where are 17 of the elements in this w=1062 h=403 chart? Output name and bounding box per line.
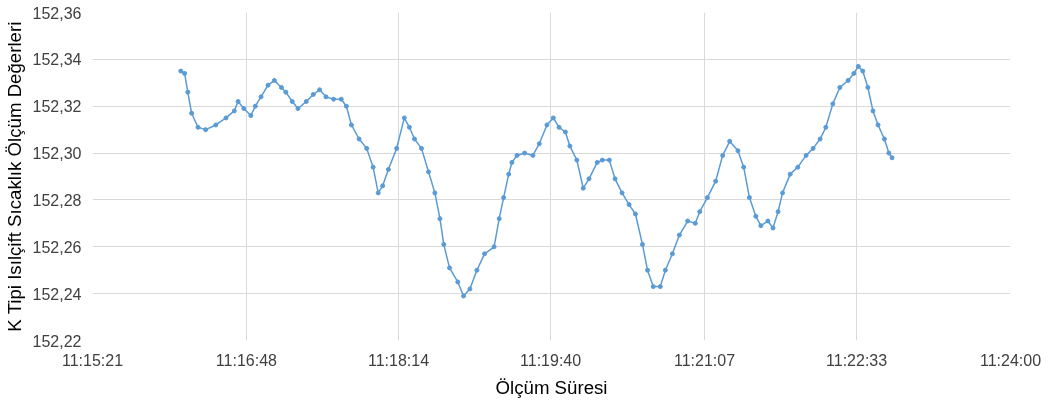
y-axis-title: K Tipi Isılçift Sıcaklık Ölçüm Değerleri bbox=[3, 21, 25, 332]
x-axis-title: Ölçüm Süresi bbox=[495, 376, 608, 398]
y-tick-label: 152,36 bbox=[32, 4, 82, 22]
x-tick-label: 11:22:33 bbox=[826, 351, 888, 369]
y-tick-label: 152,32 bbox=[32, 98, 82, 116]
x-tick-label: 11:19:40 bbox=[520, 351, 582, 369]
y-tick-label: 152,30 bbox=[32, 145, 82, 163]
y-tick-label: 152,24 bbox=[32, 285, 82, 303]
y-tick-label: 152,34 bbox=[32, 51, 82, 69]
x-tick-label: 11:16:48 bbox=[215, 351, 278, 369]
x-tick-label: 11:18:14 bbox=[367, 351, 430, 369]
y-tick-label: 152,26 bbox=[32, 238, 82, 256]
x-tick-label: 11:24:00 bbox=[979, 351, 1042, 369]
y-tick-label: 152,22 bbox=[32, 332, 82, 350]
x-tick-label: 11:15:21 bbox=[61, 351, 124, 369]
x-tick-label: 11:21:07 bbox=[673, 351, 736, 369]
y-tick-label: 152,28 bbox=[32, 191, 82, 209]
